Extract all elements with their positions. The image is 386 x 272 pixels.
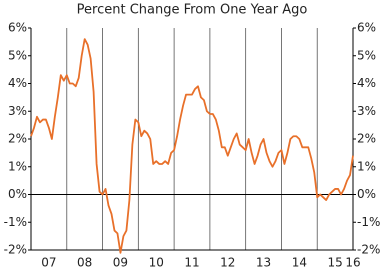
y-tick-label: 3% (8, 104, 27, 118)
y2-tick-label: -1% (357, 215, 380, 229)
x-tick-label: 15 (327, 256, 342, 270)
y2-tick-label: 5% (357, 48, 376, 62)
y-tick-label: 5% (8, 48, 27, 62)
y-tick-label: 4% (8, 76, 27, 90)
x-tick-label: 09 (113, 256, 128, 270)
x-tick-label: 08 (77, 256, 92, 270)
y2-tick-label: 2% (357, 132, 376, 146)
y-tick-label: -2% (4, 243, 27, 257)
y2-tick-label: 1% (357, 159, 376, 173)
y2-tick-label: 0% (357, 187, 376, 201)
y2-tick-label: 3% (357, 104, 376, 118)
x-tick-label: 11 (184, 256, 199, 270)
x-tick-label: 10 (149, 256, 164, 270)
x-tick-label: 12 (220, 256, 235, 270)
y2-tick-label: -2% (357, 243, 380, 257)
x-tick-label: 16 (345, 256, 360, 270)
data-line (30, 38, 354, 254)
y-tick-label: 6% (8, 21, 27, 35)
x-tick-label: 07 (41, 256, 56, 270)
y-tick-label: 1% (8, 159, 27, 173)
x-tick-label: 13 (256, 256, 271, 270)
y2-tick-label: 6% (357, 21, 376, 35)
y-tick-label: 2% (8, 132, 27, 146)
chart-title: Percent Change From One Year Ago (77, 3, 308, 18)
y2-tick-label: 4% (357, 76, 376, 90)
y-tick-label: 0% (8, 187, 27, 201)
x-tick-label: 14 (292, 256, 307, 270)
y-tick-label: -1% (4, 215, 27, 229)
